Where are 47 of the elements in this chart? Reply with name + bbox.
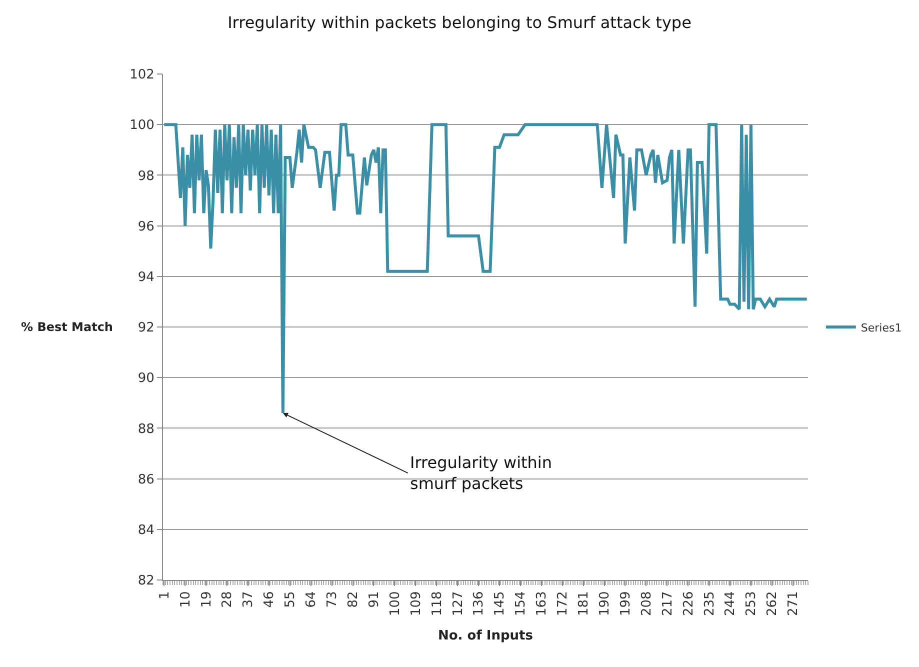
y-tick-label: 100 xyxy=(130,118,154,134)
x-tick-label: 154 xyxy=(514,591,529,616)
legend-label: Series1 xyxy=(860,321,902,334)
x-tick-label: 145 xyxy=(492,591,508,616)
x-tick-label: 217 xyxy=(660,591,676,616)
y-tick-label: 92 xyxy=(138,320,154,336)
x-tick-label: 181 xyxy=(576,591,592,616)
y-tick-label: 102 xyxy=(130,68,154,83)
x-tick-label: 172 xyxy=(556,591,571,616)
y-tick-label: 90 xyxy=(138,371,154,386)
x-tick-label: 64 xyxy=(304,591,320,608)
x-tick-label: 1 xyxy=(157,591,172,600)
x-tick-label: 73 xyxy=(325,591,340,608)
x-tick-label: 82 xyxy=(346,591,361,608)
y-tick-label: 98 xyxy=(138,168,154,184)
x-tick-label: 253 xyxy=(744,591,760,616)
x-tick-label: 262 xyxy=(765,591,780,616)
x-tick-label: 46 xyxy=(262,591,278,608)
x-tick-label: 55 xyxy=(283,591,298,608)
y-tick-label: 96 xyxy=(138,219,154,234)
y-tick-label: 84 xyxy=(138,522,154,538)
y-axis-title: % Best Match xyxy=(21,320,113,334)
x-tick-label: 118 xyxy=(430,591,445,616)
x-tick-label: 10 xyxy=(178,591,194,608)
x-tick-label: 19 xyxy=(199,591,214,608)
x-tick-label: 100 xyxy=(388,591,403,616)
x-tick-label: 136 xyxy=(472,591,487,616)
y-tick-label: 94 xyxy=(138,270,154,285)
x-tick-label: 190 xyxy=(597,591,612,616)
x-tick-label: 163 xyxy=(534,591,550,616)
x-tick-label: 28 xyxy=(220,591,236,608)
y-tick-label: 86 xyxy=(138,472,154,488)
x-tick-label: 271 xyxy=(786,591,802,616)
chart-title: Irregularity within packets belonging to Smurf attack type xyxy=(228,12,692,32)
annotation: Irregularity within smurf packets xyxy=(410,453,552,493)
x-tick-label: 199 xyxy=(618,591,634,616)
x-tick-label: 127 xyxy=(450,591,466,616)
x-axis-title: No. of Inputs xyxy=(438,628,534,644)
y-tick-label: 88 xyxy=(138,422,154,437)
x-tick-label: 91 xyxy=(366,591,382,608)
x-tick-label: 37 xyxy=(241,591,256,608)
x-tick-label: 226 xyxy=(681,591,696,616)
x-tick-label: 208 xyxy=(639,591,654,616)
x-tick-label: 244 xyxy=(723,591,738,616)
x-tick-label: 235 xyxy=(702,591,718,616)
x-tick-label: 109 xyxy=(408,591,424,616)
y-tick-label: 82 xyxy=(138,574,154,589)
